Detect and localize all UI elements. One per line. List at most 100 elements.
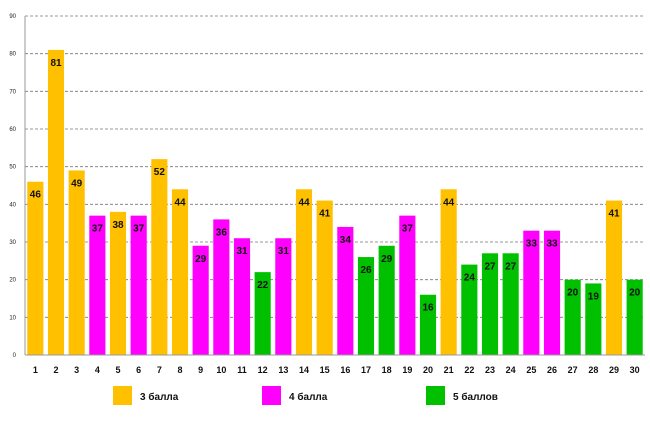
- bar: [399, 215, 416, 355]
- grid-lines: [25, 15, 645, 318]
- x-tick-label: 21: [444, 365, 454, 375]
- bar: [626, 279, 643, 355]
- bar: [295, 189, 313, 355]
- x-tick-label: 22: [464, 365, 474, 375]
- bar: [109, 211, 127, 355]
- x-tick-label: 5: [115, 365, 120, 375]
- y-tick-label: 30: [9, 240, 16, 246]
- x-tick-label: 23: [485, 365, 495, 375]
- bar: [213, 219, 230, 355]
- bar: [89, 215, 106, 355]
- x-tick-label: 28: [588, 365, 598, 375]
- data-label: 33: [526, 239, 538, 250]
- y-tick-label: 0: [13, 353, 17, 359]
- bar: [461, 264, 478, 355]
- x-tick-label: 25: [526, 365, 536, 375]
- data-label: 38: [112, 220, 124, 231]
- bar: [564, 279, 581, 355]
- data-label: 46: [30, 190, 42, 201]
- bar: [357, 257, 375, 355]
- axes: [24, 16, 645, 356]
- x-tick-label: 18: [382, 365, 392, 375]
- x-tick-label: 9: [198, 365, 203, 375]
- y-tick-label: 50: [9, 165, 16, 171]
- data-label: 34: [340, 235, 352, 246]
- x-tick-label: 8: [177, 365, 182, 375]
- bar: [171, 189, 189, 355]
- y-axis-ticks: 0 10 20 30 40 50 60 70 80 90: [9, 14, 16, 359]
- data-label: 19: [588, 291, 600, 302]
- data-label: 20: [567, 288, 579, 299]
- y-tick-label: 60: [9, 127, 16, 133]
- y-tick-label: 20: [9, 278, 16, 284]
- data-label: 49: [71, 178, 83, 189]
- x-tick-label: 10: [216, 365, 226, 375]
- x-tick-label: 3: [74, 365, 79, 375]
- data-label: 37: [402, 224, 414, 235]
- legend-swatch: [426, 386, 445, 405]
- legend-label: 3 балла: [140, 391, 179, 403]
- bar: [605, 200, 623, 355]
- data-label: 44: [174, 197, 186, 208]
- x-tick-label: 26: [547, 365, 557, 375]
- bar: [68, 170, 85, 355]
- bar: [47, 49, 65, 356]
- y-tick-label: 80: [9, 52, 16, 58]
- legend-label: 4 балла: [289, 391, 328, 403]
- data-label: 27: [484, 261, 496, 272]
- x-tick-label: 20: [423, 365, 433, 375]
- bar: [233, 238, 251, 355]
- legend-swatch: [262, 386, 281, 405]
- data-label: 44: [298, 197, 310, 208]
- data-label: 22: [257, 280, 269, 291]
- x-tick-label: 12: [258, 365, 268, 375]
- bar: [130, 215, 147, 355]
- x-tick-label: 7: [157, 365, 162, 375]
- y-tick-label: 90: [9, 14, 16, 20]
- y-tick-label: 70: [9, 89, 16, 95]
- bar: [523, 230, 540, 355]
- data-label: 31: [278, 246, 290, 257]
- data-label: 16: [422, 303, 434, 314]
- legend: 3 балла 4 балла 5 баллов: [113, 386, 498, 405]
- bar: [151, 159, 168, 355]
- bar: [378, 245, 395, 355]
- data-label: 81: [50, 58, 62, 69]
- data-label: 52: [154, 167, 166, 178]
- bar: [440, 189, 457, 355]
- x-tick-label: 29: [609, 365, 619, 375]
- x-tick-label: 1: [33, 365, 38, 375]
- data-label: 31: [236, 246, 248, 257]
- bar: [585, 283, 602, 355]
- x-tick-label: 14: [299, 365, 309, 375]
- x-tick-label: 11: [237, 365, 247, 375]
- x-axis-ticks: 1 2 3 4 5 6 7 8 9 10 11 12 13 14 15 16 17 18 19 20 21 22 23 24 2…: [33, 365, 640, 375]
- bar: [337, 226, 354, 355]
- bar: [543, 230, 561, 355]
- data-label: 29: [381, 254, 393, 265]
- x-tick-label: 16: [340, 365, 350, 375]
- data-label: 33: [546, 239, 558, 250]
- bar: [481, 253, 499, 355]
- x-tick-label: 2: [53, 365, 58, 375]
- data-label: 24: [464, 273, 476, 284]
- x-tick-label: 15: [320, 365, 330, 375]
- x-tick-label: 27: [568, 365, 578, 375]
- data-label: 20: [629, 288, 641, 299]
- data-label: 37: [92, 224, 104, 235]
- bar: [419, 294, 437, 355]
- data-label: 29: [195, 254, 207, 265]
- data-label: 41: [319, 209, 331, 220]
- data-label: 26: [360, 265, 372, 276]
- x-tick-label: 19: [402, 365, 412, 375]
- bar: [27, 181, 44, 355]
- data-label: 27: [505, 261, 517, 272]
- bar: [502, 253, 519, 355]
- x-tick-label: 30: [630, 365, 640, 375]
- bar: [254, 272, 271, 355]
- x-tick-label: 6: [136, 365, 141, 375]
- bar: [192, 245, 209, 355]
- x-tick-label: 13: [278, 365, 288, 375]
- bars: [27, 49, 643, 356]
